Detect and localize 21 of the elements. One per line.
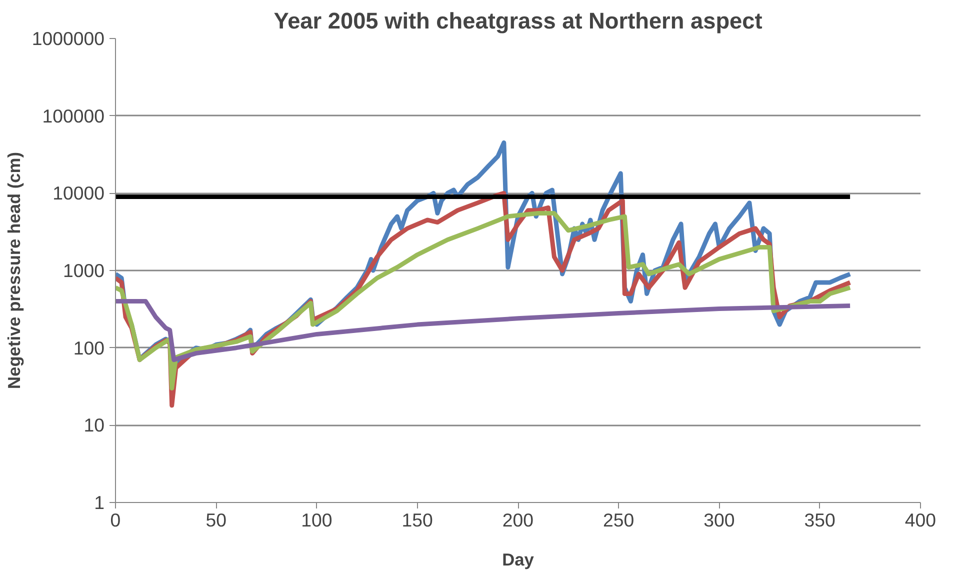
x-tick-label: 50 [206, 510, 227, 530]
y-tick-label: 1 [94, 492, 105, 513]
y-tick-label: 10 [84, 414, 105, 436]
x-axis-title: Day [502, 550, 534, 570]
x-tick-label: 350 [804, 510, 836, 530]
x-tick-label: 100 [301, 510, 332, 530]
y-tick-label: 10000 [52, 182, 105, 204]
x-tick-label: 250 [603, 510, 634, 530]
x-tick-label: 200 [502, 510, 534, 530]
x-tick-label: 400 [904, 510, 936, 530]
y-axis-title: Negetive pressure head (cm) [4, 152, 24, 389]
x-tick-label: 300 [704, 510, 735, 530]
y-tick-label: 100 [73, 337, 105, 358]
x-tick-label: 0 [110, 510, 121, 530]
line-series [116, 210, 852, 391]
y-tick-label: 100000 [42, 105, 105, 126]
line-series [116, 299, 852, 362]
x-tick-label: 150 [402, 510, 433, 530]
y-tick-label: 1000000 [32, 28, 105, 49]
y-tick-label: 1000 [62, 260, 105, 281]
chart-title: Year 2005 with cheatgrass at Northern aspect [274, 8, 763, 34]
